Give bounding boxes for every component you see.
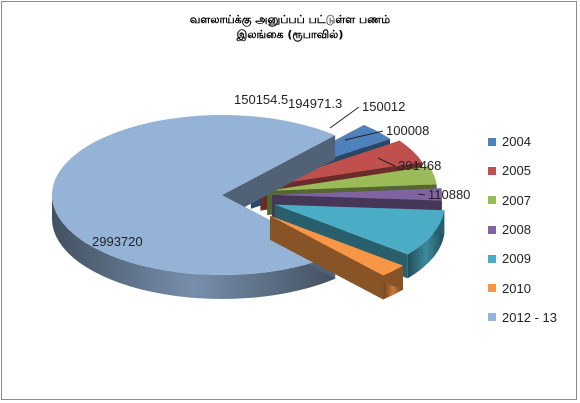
legend-item-2010: 2010 bbox=[488, 273, 557, 302]
legend-label: 2005 bbox=[502, 163, 531, 179]
data-label-2007: 150012 bbox=[362, 99, 405, 114]
chart-title: வளலாய்க்கு அனுப்பப் பட்டுள்ள பணம் இலங்கை… bbox=[140, 12, 440, 42]
legend-label: 2009 bbox=[502, 251, 531, 267]
legend-label: 2007 bbox=[502, 192, 531, 208]
legend-swatch bbox=[488, 254, 496, 263]
legend-item-2009: 2009 bbox=[488, 244, 557, 273]
legend-label: 2008 bbox=[502, 222, 531, 238]
legend-swatch bbox=[488, 166, 496, 175]
pie-slice-top bbox=[267, 166, 437, 191]
data-label-2009: 391468 bbox=[398, 158, 441, 173]
data-label-2005: 194971.3 bbox=[288, 96, 342, 111]
legend-label: 2004 bbox=[502, 134, 531, 150]
data-label-leader bbox=[377, 157, 396, 167]
chart-legend: 2004 2005 2007 2008 2009 2010 2012 - 13 bbox=[488, 127, 557, 332]
chart-title-line-1: வளலாய்க்கு அனுப்பப் பட்டுள்ள பணம் bbox=[189, 13, 391, 26]
legend-item-2007: 2007 bbox=[488, 186, 557, 215]
pie-slice-wall bbox=[407, 210, 445, 279]
legend-item-2012-13: 2012 - 13 bbox=[488, 303, 557, 332]
data-label-leader bbox=[329, 106, 360, 129]
pie-slice-top bbox=[269, 215, 403, 276]
legend-item-2004: 2004 bbox=[488, 127, 557, 156]
pie-slice-side bbox=[269, 215, 384, 300]
pie-slice-2010 bbox=[269, 215, 403, 300]
legend-label: 2010 bbox=[502, 280, 531, 296]
data-label-2012-13: 2993720 bbox=[92, 234, 143, 249]
legend-swatch bbox=[488, 284, 496, 293]
pie-slice-side bbox=[222, 135, 336, 219]
pie-slice-top bbox=[274, 204, 445, 255]
legend-label: 2012 - 13 bbox=[502, 309, 557, 325]
data-label-2008: 100008 bbox=[386, 123, 429, 138]
pie-slice-top bbox=[52, 114, 336, 276]
legend-swatch bbox=[488, 196, 496, 205]
legend-swatch bbox=[488, 137, 496, 146]
data-label-2010: 110880 bbox=[428, 187, 470, 202]
legend-item-2008: 2008 bbox=[488, 215, 557, 244]
legend-swatch bbox=[488, 313, 496, 322]
pie-slice-top bbox=[271, 188, 442, 201]
chart-title-line-2: இலங்கை (ரூபாவில்) bbox=[236, 28, 344, 41]
legend-swatch bbox=[488, 225, 496, 234]
data-label-leader bbox=[417, 193, 426, 196]
pie-slice-wall bbox=[52, 195, 336, 299]
legend-item-2005: 2005 bbox=[488, 156, 557, 185]
data-label-leader bbox=[344, 130, 384, 141]
data-label-2004: 150154.5 bbox=[234, 92, 288, 107]
